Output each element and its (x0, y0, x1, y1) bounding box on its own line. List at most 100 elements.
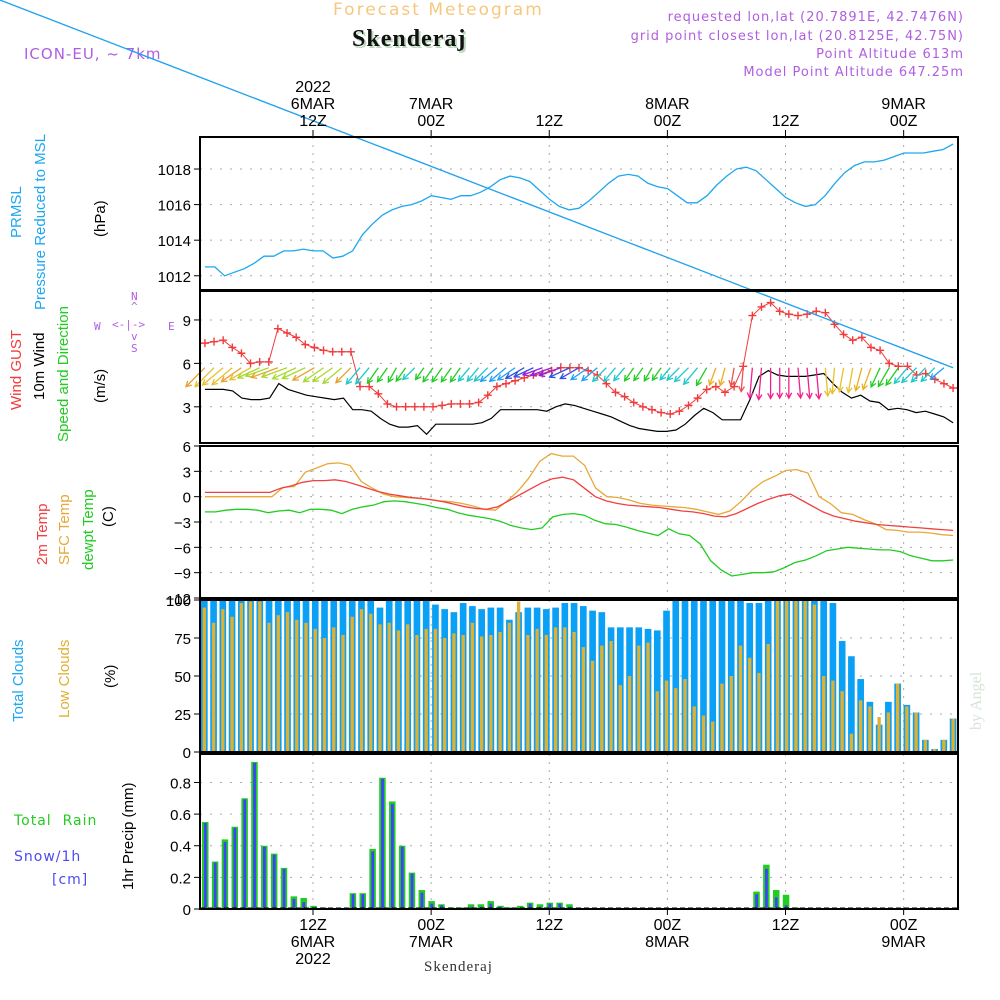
low-cloud-bar (295, 619, 299, 752)
wind-arrow (549, 367, 571, 378)
compass-s: S (131, 342, 138, 355)
snow-bar (292, 898, 296, 909)
wind-arrow (651, 367, 662, 381)
low-cloud-bar (775, 600, 780, 752)
wind-arrow (395, 367, 407, 382)
wind-arrow-head (829, 387, 837, 395)
model-altitude: Model Point Altitude 647.25m (743, 65, 964, 80)
gridpoint-coords: grid point closest lon,lat (20.8125E, 42… (630, 29, 964, 44)
compass-icon: N <-|-> ^ v W E S (90, 290, 180, 360)
dewpt-line (204, 500, 954, 577)
low-cloud-bar (378, 624, 382, 752)
bottom-tick-label: 12Z (299, 917, 327, 934)
bottom-tick-label: 9MAR (881, 934, 925, 951)
wind-arrow-head (260, 371, 268, 379)
wind-arrow (666, 367, 680, 381)
panel-frame (199, 445, 959, 599)
wind-arrow (345, 367, 361, 385)
wind-arrow (229, 367, 251, 381)
gust-marker (620, 392, 629, 401)
low-cloud-bar (396, 630, 401, 752)
rain-bar (310, 905, 317, 909)
gust-marker (885, 359, 894, 368)
snow-bar (400, 846, 404, 909)
wind-arrow-head (496, 374, 504, 381)
gust-marker (228, 343, 237, 352)
wind-arrow (431, 367, 443, 383)
low-cloud-bar (350, 616, 354, 752)
gust-marker (419, 402, 428, 411)
low-cloud-bar (618, 685, 622, 752)
snow-bar (381, 778, 384, 909)
low-cloud-bar (849, 733, 854, 752)
wind-arrow-head (755, 393, 763, 401)
wind-arrow (505, 367, 525, 379)
wind-arrow-head (633, 374, 640, 382)
y-tick-label: 1018 (158, 162, 191, 179)
low-cloud-bar (701, 715, 706, 752)
gust-marker (839, 330, 848, 339)
rain-bar (536, 904, 544, 909)
low-cloud-bar (470, 622, 475, 752)
low-cloud-bar (415, 634, 419, 752)
wind-arrow (415, 367, 425, 380)
wind-arrow-head (488, 375, 496, 383)
low-cloud-bar (313, 628, 317, 752)
wind-arrow-head (845, 386, 853, 394)
wind-arrow-head (877, 380, 884, 388)
wind-arrow (530, 367, 552, 376)
wind-arrow-head (271, 373, 279, 380)
gust-marker (949, 383, 958, 392)
wind-arrow-head (194, 380, 202, 388)
gust-marker (246, 359, 255, 368)
wind-arrow (497, 367, 516, 381)
wind-arrow (877, 367, 890, 387)
bottom-tick-label: 12Z (535, 917, 563, 934)
gust-marker (447, 399, 456, 408)
y-tick-label: 0.2 (170, 870, 191, 887)
wind-arrow-head (836, 385, 844, 394)
low-cloud-bar (748, 657, 752, 752)
wind-arrow (292, 367, 315, 381)
gust-marker (876, 346, 885, 355)
app-title: Forecast Meteogram (333, 0, 544, 20)
wind-arrow (366, 367, 379, 384)
wind-arrow (261, 367, 288, 378)
wind-arrow (422, 367, 434, 383)
wind-arrow (480, 367, 498, 382)
low-cloud-bar (452, 633, 456, 752)
gust-marker (292, 333, 301, 342)
wind-arrow-head (504, 372, 512, 380)
y-tick-label: −12 (166, 591, 191, 608)
wind-arrow (815, 367, 820, 399)
low-cloud-bar (664, 680, 669, 752)
low-cloud-bar (304, 622, 308, 752)
low-cloud-bar (637, 645, 641, 752)
gust-marker (356, 382, 365, 391)
wind-arrow (466, 367, 480, 382)
low-cloud-bar (202, 607, 206, 752)
top-tick-label: 7MAR (409, 96, 453, 113)
wind-arrow (194, 367, 215, 388)
wind-arrow (683, 367, 699, 385)
snow-bar (243, 799, 247, 909)
low-cloud-bar (211, 622, 216, 752)
total-cloud-bar (848, 656, 855, 752)
gust-marker (611, 388, 620, 397)
wind-arrow-head (185, 380, 192, 388)
wind-arrow (457, 367, 471, 382)
compass-arrows: <-|-> (112, 318, 146, 331)
top-tick-label: 6MAR (291, 96, 335, 113)
snow-bar (272, 854, 276, 909)
low-cloud-bar (609, 641, 613, 752)
wind-arrow-head (431, 375, 438, 383)
low-cloud-bar (424, 628, 428, 752)
bottom-tick-label: 7MAR (409, 934, 453, 951)
y-tick-label: 3 (183, 464, 191, 481)
rain-bar (477, 904, 485, 909)
wind-arrow (211, 367, 233, 386)
bottom-tick-label: 2022 (295, 951, 331, 968)
y-tick-label: 3 (183, 400, 191, 417)
wind-arrow-head (449, 375, 457, 383)
wind-arrow (570, 367, 589, 381)
